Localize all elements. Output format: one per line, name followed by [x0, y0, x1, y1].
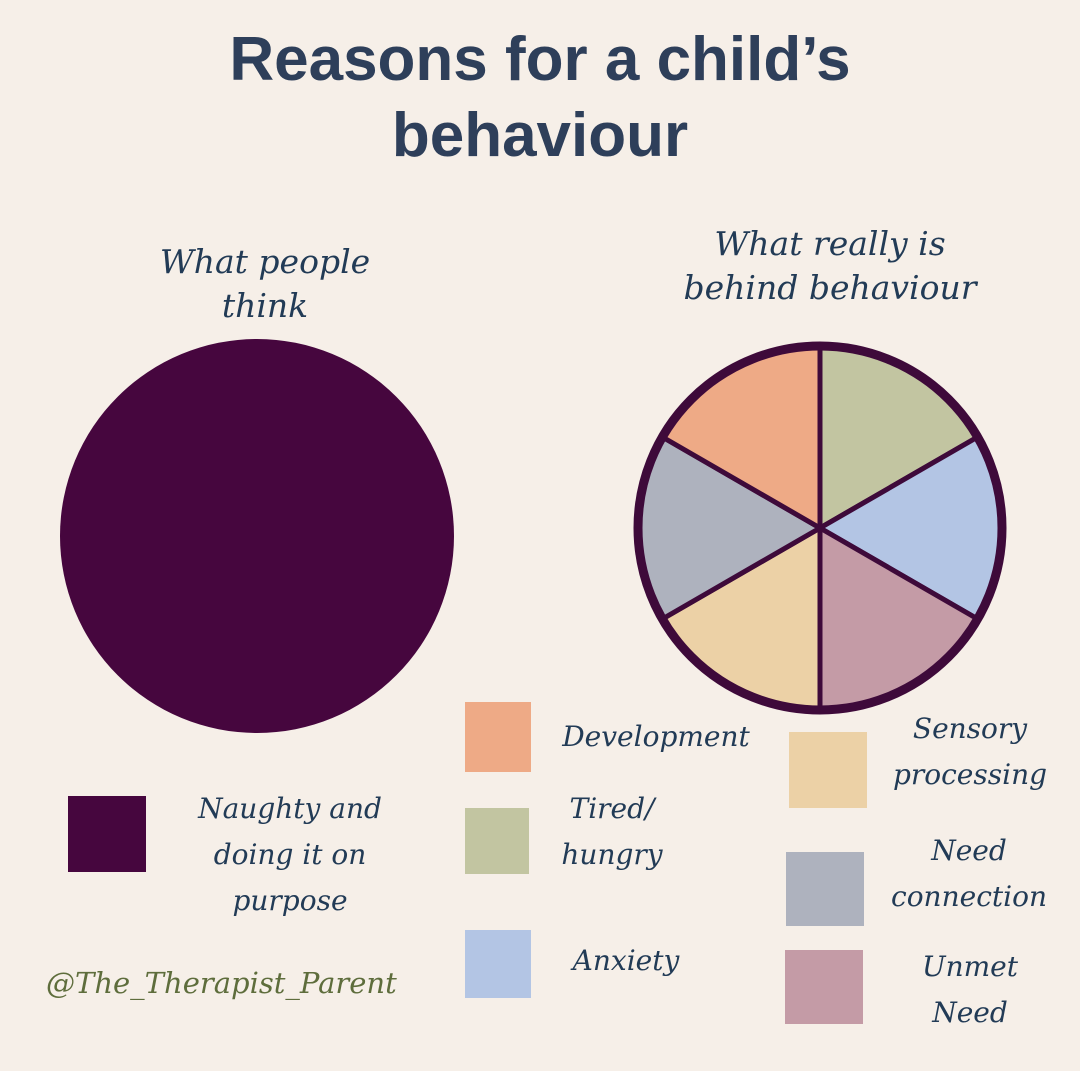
right-caption-line-2: behind behaviour — [683, 268, 977, 307]
legend-swatch-naughty — [68, 796, 146, 872]
legend-swatch-sensory — [789, 732, 867, 808]
legend-label-naughty: Naughty and doing it on purpose — [160, 786, 420, 924]
author-credit: @The_Therapist_Parent — [46, 966, 397, 1000]
right-pie-caption: What really is behind behaviour — [640, 222, 1020, 310]
legend-label-line: Unmet — [921, 950, 1018, 983]
legend-label-line: purpose — [232, 884, 348, 917]
legend-swatch-tired-hungry — [465, 808, 529, 874]
legend-swatch-development — [465, 702, 531, 772]
title-line-1: Reasons for a child’s — [229, 25, 851, 94]
legend-label-line: Tired/ — [569, 792, 655, 825]
legend-label-line: Development — [562, 720, 750, 753]
left-caption-line-1: What people — [159, 242, 371, 281]
legend-label-line: Anxiety — [572, 944, 680, 977]
legend-label-line: doing it on — [213, 838, 367, 871]
legend-label-need-connection: Need connection — [864, 828, 1074, 920]
legend-label-line: Sensory — [912, 712, 1028, 745]
legend-label-unmet-need: Unmet Need — [870, 944, 1070, 1036]
left-pie-caption: What people think — [120, 240, 410, 328]
pie-outline — [633, 341, 1007, 715]
legend-label-line: Need — [931, 834, 1007, 867]
right-caption-line-1: What really is — [714, 224, 946, 263]
legend-swatch-unmet-need — [785, 950, 863, 1024]
legend-swatch-need-connection — [786, 852, 864, 926]
legend-label-development: Development — [536, 714, 776, 760]
left-caption-line-2: think — [221, 286, 309, 325]
pie-what-people-think — [60, 339, 454, 733]
legend-label-line: Need — [932, 996, 1008, 1029]
legend-label-tired-hungry: Tired/ hungry — [532, 786, 692, 878]
legend-label-line: connection — [891, 880, 1047, 913]
legend-label-line: hungry — [561, 838, 663, 871]
pie-what-really-is — [633, 341, 1007, 715]
legend-label-anxiety: Anxiety — [536, 938, 716, 984]
legend-label-line: Naughty and — [198, 792, 382, 825]
legend-swatch-anxiety — [465, 930, 531, 998]
chart-title: Reasons for a child’s behaviour — [0, 22, 1080, 174]
legend-label-sensory: Sensory processing — [870, 706, 1070, 798]
pie-slice-naughty-and-doing-it-on-purpose — [60, 339, 454, 733]
legend-label-line: processing — [892, 758, 1048, 791]
title-line-2: behaviour — [391, 101, 689, 170]
